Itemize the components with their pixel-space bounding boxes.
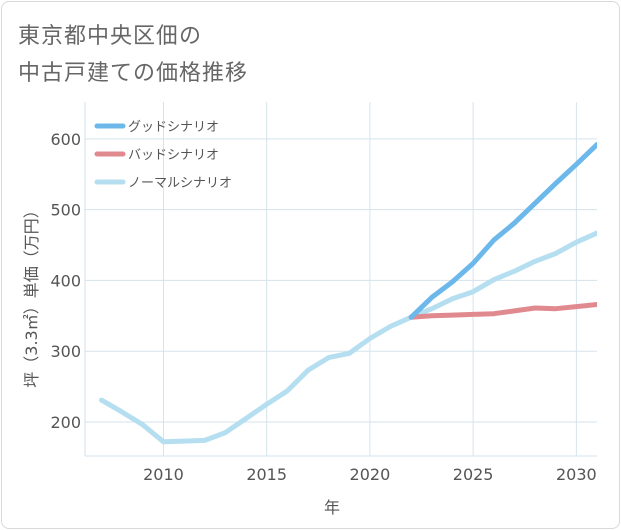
y-tick-label: 400	[50, 271, 81, 290]
y-tick-label: 500	[50, 201, 81, 220]
series-line-0	[408, 142, 597, 320]
x-axis-label: 年	[324, 498, 340, 517]
y-tick-label: 200	[50, 413, 81, 432]
x-tick-label: 2010	[143, 465, 184, 484]
legend-label: バッドシナリオ	[128, 148, 219, 163]
x-tick-label: 2015	[246, 465, 287, 484]
x-tick-label: 2025	[453, 465, 494, 484]
x-tick-label: 2020	[350, 465, 391, 484]
series-line-2	[99, 230, 597, 445]
legend-label: ノーマルシナリオ	[128, 176, 232, 191]
y-tick-label: 300	[50, 342, 81, 361]
chart-title-line1: 東京都中央区佃の	[18, 24, 203, 49]
series-line-1	[408, 302, 597, 320]
legend-label: グッドシナリオ	[128, 120, 219, 135]
y-tick-label: 600	[50, 130, 81, 149]
y-axis-label: 坪（3.3㎡）単価（万円）	[22, 202, 41, 387]
chart-title-line2: 中古戸建ての価格推移	[18, 61, 249, 86]
x-tick-label: 2030	[556, 465, 597, 484]
